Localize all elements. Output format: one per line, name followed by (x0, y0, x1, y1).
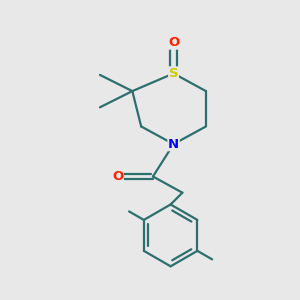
Text: O: O (168, 36, 179, 49)
Text: O: O (112, 170, 123, 183)
Text: N: N (168, 138, 179, 151)
Text: S: S (169, 67, 178, 80)
